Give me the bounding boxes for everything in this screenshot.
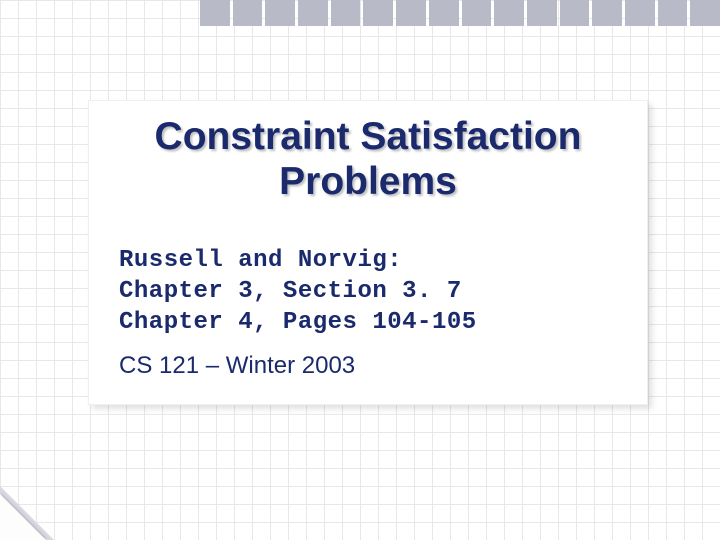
course-label: CS 121 – Winter 2003: [119, 352, 627, 380]
slide-title: Constraint Satisfaction Problems: [109, 115, 627, 205]
slide-content-box: Constraint Satisfaction Problems Russell…: [88, 100, 648, 405]
ref-line-1: Russell and Norvig:: [119, 245, 627, 276]
ref-line-2: Chapter 3, Section 3. 7: [119, 276, 627, 307]
title-line-1: Constraint Satisfaction: [155, 115, 582, 158]
reference-block: Russell and Norvig: Chapter 3, Section 3…: [119, 245, 627, 339]
ref-line-3: Chapter 4, Pages 104-105: [119, 307, 627, 338]
title-line-2: Problems: [279, 160, 457, 203]
top-accent-bar: [200, 0, 720, 26]
corner-fold-decoration: [0, 486, 54, 540]
